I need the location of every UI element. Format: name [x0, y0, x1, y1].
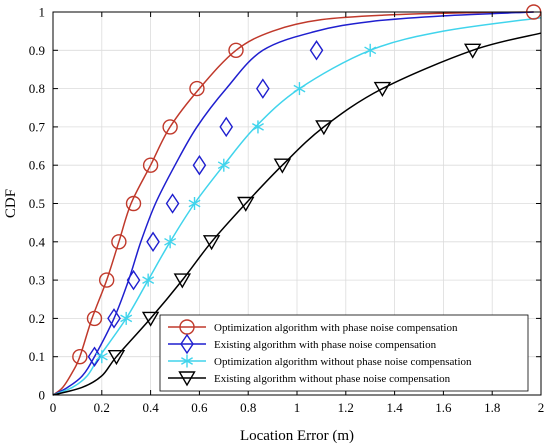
series-1-marker: [228, 42, 244, 58]
x-tick-label: 1: [294, 400, 301, 415]
series-1-marker: [72, 349, 88, 365]
legend-item: Existing algorithm with phase noise comp…: [168, 333, 437, 355]
legend-marker: [180, 333, 194, 355]
series-4-marker: [315, 120, 333, 136]
y-tick-label: 1: [39, 5, 46, 20]
legend-item: Optimization algorithm without phase noi…: [168, 354, 472, 368]
series-line-1: [52, 11, 534, 396]
y-tick-label: 0.6: [29, 158, 46, 173]
grid-lines: [53, 12, 541, 395]
x-tick-label: 0.8: [240, 400, 256, 415]
series-2-marker: [219, 116, 234, 138]
series-2-marker: [87, 346, 102, 367]
series-3-marker: [364, 43, 377, 57]
series-3-marker: [120, 311, 133, 325]
y-tick-label: 0.7: [29, 119, 46, 134]
x-tick-label: 0.4: [142, 400, 159, 415]
series-3-marker: [251, 120, 264, 134]
x-tick-label: 1.4: [386, 400, 403, 415]
series-line-4: [52, 32, 542, 396]
x-axis-label: Location Error (m): [240, 428, 354, 444]
legend-box: [159, 314, 529, 392]
legend-label: Existing algorithm without phase noise c…: [214, 373, 451, 385]
series-3-marker: [95, 350, 108, 364]
x-tick-label: 1.8: [484, 400, 500, 415]
legend-label: Optimization algorithm without phase noi…: [214, 356, 472, 368]
series-4-marker: [141, 311, 160, 327]
y-tick-label: 0.5: [29, 196, 45, 211]
series-1-marker: [111, 234, 127, 250]
series-4-marker: [273, 158, 292, 174]
series-4-marker: [237, 196, 255, 212]
series-4-marker: [202, 235, 221, 251]
series-1-marker: [98, 272, 115, 288]
x-tick-label: 0: [50, 400, 57, 415]
series-2-marker: [146, 231, 160, 253]
series-2-marker: [192, 154, 207, 176]
y-tick-label: 0.1: [29, 349, 45, 364]
marker-layer: [72, 4, 542, 367]
series-3-marker: [188, 197, 201, 210]
series-2-marker: [107, 308, 121, 329]
y-tick-label: 0.8: [29, 81, 45, 96]
series-4-marker: [173, 273, 192, 289]
series-3-marker: [164, 235, 177, 249]
legend-marker: [178, 371, 196, 387]
series-2-marker: [165, 193, 180, 214]
x-tick-label: 0.2: [94, 400, 110, 415]
series-1-marker: [162, 119, 178, 135]
y-tick-label: 0.2: [29, 311, 45, 326]
series-1-marker: [86, 310, 103, 327]
series-4-marker: [107, 350, 126, 366]
series-3-marker: [293, 82, 306, 96]
series-2-marker: [126, 269, 141, 291]
legend-item: Existing algorithm without phase noise c…: [168, 371, 451, 387]
x-tick-label: 1.6: [435, 400, 452, 415]
tick-layer: 0 0.2 0.4 0.6 0.8 1 1.2 1.4 1.6 1.8 2 0 0.1 0.2 0.3 0.4…: [29, 5, 545, 416]
x-tick-label: 2: [538, 400, 545, 415]
y-tick-label: 0.3: [29, 273, 45, 288]
series-4-marker: [463, 43, 482, 59]
legend-marker: [181, 354, 193, 368]
y-tick-label: 0.9: [29, 43, 45, 58]
y-axis-label: CDF: [3, 189, 19, 218]
series-4-marker: [373, 81, 392, 98]
y-tick-label: 0.4: [29, 234, 46, 249]
y-tick-label: 0: [39, 388, 46, 403]
legend-label: Existing algorithm with phase noise comp…: [214, 339, 437, 351]
x-tick-label: 1.2: [338, 400, 354, 415]
series-2-marker: [309, 40, 324, 61]
series-line-2: [52, 11, 534, 396]
series-1-marker: [125, 195, 142, 212]
series-1-marker: [142, 157, 159, 173]
series-2-marker: [255, 78, 270, 99]
legend-label: Optimization algorithm with phase noise …: [214, 322, 458, 334]
series-3-marker: [217, 158, 230, 172]
series-1-marker: [189, 80, 205, 97]
legend: Optimization algorithm with phase noise …: [159, 314, 529, 392]
x-tick-label: 0.6: [191, 400, 208, 415]
series-3-marker: [142, 273, 155, 287]
